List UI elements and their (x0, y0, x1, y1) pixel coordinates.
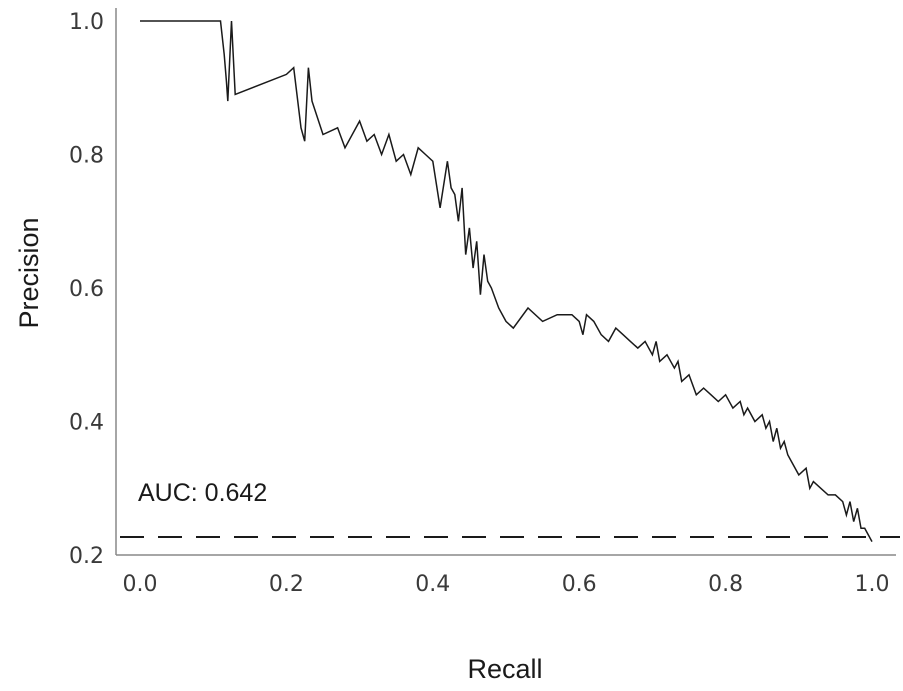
x-tick-label: 0.4 (415, 572, 450, 597)
auc-annotation: AUC: 0.642 (138, 479, 267, 507)
y-tick-label: 0.6 (69, 277, 104, 302)
y-tick-label: 0.4 (69, 411, 104, 436)
y-tick-label: 0.2 (69, 544, 104, 569)
x-tick-label: 0.8 (708, 572, 743, 597)
y-tick-label: 0.8 (69, 144, 104, 169)
x-tick-labels: 0.0 0.2 0.4 0.6 0.8 1.0 (123, 572, 890, 597)
y-tick-labels: 0.2 0.4 0.6 0.8 1.0 (69, 10, 104, 569)
x-tick-label: 0.2 (269, 572, 304, 597)
y-tick-label: 1.0 (69, 10, 104, 35)
x-axis-title: Recall (467, 654, 542, 684)
x-tick-label: 1.0 (855, 572, 890, 597)
pr-curve-line (140, 20, 873, 542)
x-tick-label: 0.6 (562, 572, 597, 597)
x-tick-label: 0.0 (123, 572, 158, 597)
y-axis-title: Precision (14, 217, 44, 328)
